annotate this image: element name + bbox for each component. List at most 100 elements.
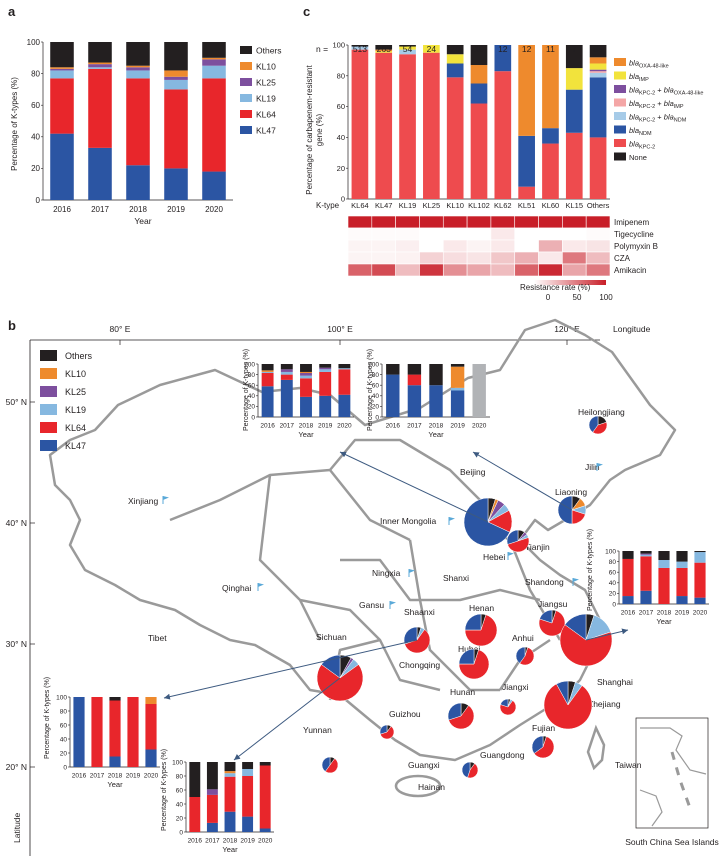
bar-none-kl64 [351, 45, 369, 47]
bar-kl47-2017 [640, 590, 652, 604]
x-tick-label: 2018 [223, 838, 238, 845]
bar-bla-kpc-2-others [589, 137, 607, 199]
bar-kl64-2018 [300, 378, 312, 397]
lat-label: 20° N [6, 762, 27, 772]
heat-cell-polymyxin-b-kl10 [442, 239, 468, 253]
south-china-sea-box [635, 717, 709, 829]
colorbar-tick: 0 [546, 293, 551, 302]
bar-bla-ndm-kl102 [470, 83, 488, 104]
pie-slice-kl64 [380, 725, 395, 740]
x-tick-label: 2020 [144, 773, 159, 780]
legend-swatch-kl10 [40, 368, 57, 379]
legend-swatch-kl19 [240, 94, 252, 102]
y-tick-label: 80 [31, 69, 40, 78]
y-tick-label: 0 [36, 196, 41, 205]
bar-others-2018 [429, 364, 443, 386]
legend-swatch-kl64 [240, 110, 252, 118]
bar-bla-kpc-2-kl51 [518, 186, 535, 199]
x-tick-label: 2019 [450, 423, 465, 430]
heat-cell-tigecycline-kl19 [395, 227, 420, 241]
bar-kl47-2016 [50, 133, 74, 200]
bar-bla-kpc-2-kl25 [423, 52, 440, 200]
legend-label-others: Others [256, 46, 282, 56]
pie-slice-kl47 [556, 680, 569, 706]
heat-cell-cza-kl102 [466, 251, 492, 265]
pie-yunnan [321, 756, 339, 774]
heat-cell-amikacin-kl10 [442, 263, 468, 277]
heat-cell-cza-kl64 [347, 251, 373, 265]
heat-cell-polymyxin-b-kl15 [562, 239, 587, 253]
legend-label-kl19: KL19 [65, 405, 86, 415]
y-tick-label: 20 [248, 404, 256, 411]
bar-no-data-2020 [472, 364, 486, 417]
heat-cell-cza-kl25 [419, 251, 444, 265]
heat-cell-amikacin-kl47 [371, 263, 396, 277]
panel-letter-c: c [303, 4, 310, 19]
heat-row-label-imipenem: Imipenem [614, 218, 649, 227]
legend-swatch-bla-ndm [614, 125, 626, 134]
panel-c-chart: n = Percentage of carbapenem-resistant g… [305, 41, 703, 302]
legend-swatch-kl64 [40, 422, 57, 433]
pie-guizhou [379, 724, 395, 740]
heat-cell-imipenem-kl19 [395, 215, 420, 229]
heat-cell-imipenem-kl10 [442, 215, 468, 229]
bar-kl47-2020 [202, 171, 226, 200]
bar-kl19-2019 [676, 561, 688, 568]
pie-slice-kl64 [464, 614, 498, 647]
x-tick-label: 2016 [386, 423, 401, 430]
bar-kl47-2017 [88, 147, 112, 200]
bar-kl25-2016 [50, 68, 74, 71]
pie-jiangxi [499, 698, 517, 716]
pie-slice-kl47 [458, 648, 475, 665]
legend-label-bla-oxa-48-like: blaOXA-48-like [629, 59, 669, 70]
bar-kl64-2017 [206, 794, 218, 823]
bar-kl10-2016 [261, 370, 274, 372]
bar-kl10-2017 [88, 62, 112, 65]
legend-swatch-kl47 [240, 126, 252, 134]
bar-kl10-2018 [224, 771, 236, 774]
y-tick-label: 20 [337, 164, 345, 173]
legend-label-kl25: KL25 [65, 387, 86, 397]
heat-cell-cza-kl51 [514, 251, 539, 265]
y-tick-label: 60 [248, 382, 256, 389]
y-tick-label: 0 [251, 414, 255, 421]
heat-cell-polymyxin-b-others [585, 239, 611, 253]
heat-cell-imipenem-kl47 [371, 215, 396, 229]
heat-cell-imipenem-kl64 [347, 215, 373, 229]
bar-kl64-2016 [261, 373, 274, 387]
bar-kl19-2020 [202, 65, 226, 79]
y-tick-label: 0 [179, 829, 183, 836]
pie-slice-kl64 [538, 610, 566, 637]
pie-slice-kl47 [403, 626, 418, 645]
y-tick-label: 20 [372, 404, 380, 411]
bar-kl10-2020 [145, 697, 157, 704]
pie-slice-kl64 [316, 664, 364, 702]
bar-bla-oxa-48-like-kl102 [470, 65, 488, 84]
bar-kl64-2019 [319, 371, 332, 396]
bar-others-2019 [676, 551, 688, 562]
x-tick-label: 2019 [167, 205, 185, 214]
bar-bla-oxa-48-like-others [589, 57, 607, 64]
ktype-label-kl19: KL19 [399, 201, 417, 210]
bar-others-2016 [189, 762, 201, 797]
bar-kl64-2017 [640, 556, 652, 591]
x-tick-label: 2017 [280, 423, 295, 430]
x-tick-label: 2018 [657, 610, 672, 617]
heat-cell-tigecycline-kl51 [514, 227, 539, 241]
bar-kl47-2016 [261, 386, 274, 417]
bar-kl64-2019 [164, 89, 188, 169]
pie-slice-kl64 [592, 421, 608, 435]
heat-cell-imipenem-kl102 [466, 215, 492, 229]
legend-swatch-kl19 [40, 404, 57, 415]
lon-label: 80° E [110, 324, 131, 334]
bar-others-2020 [202, 42, 226, 58]
heat-cell-cza-kl47 [371, 251, 396, 265]
bar-others-2017 [280, 364, 293, 370]
legend-swatch-bla-kpc-2-bla-ndm [614, 112, 626, 120]
bar-kl64-2018 [109, 700, 121, 757]
flag-icon-ningxia [408, 569, 415, 577]
bar-none-kl10 [446, 45, 464, 55]
bar-kl47-2019 [450, 390, 465, 417]
bar-kl25-2017 [206, 789, 218, 795]
heat-cell-amikacin-others [585, 263, 611, 277]
